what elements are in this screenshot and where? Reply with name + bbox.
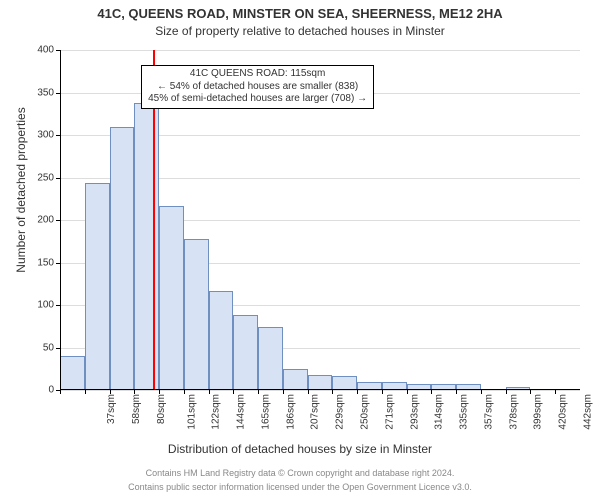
x-tick-label: 122sqm bbox=[211, 394, 222, 430]
x-tick-label: 250sqm bbox=[360, 394, 371, 430]
x-tick-mark bbox=[407, 390, 408, 394]
annotation-line-0: 41C QUEENS ROAD: 115sqm bbox=[148, 68, 367, 81]
x-tick-label: 442sqm bbox=[582, 394, 593, 430]
x-tick-mark bbox=[382, 390, 383, 394]
x-tick-mark bbox=[506, 390, 507, 394]
x-tick-label: 399sqm bbox=[533, 394, 544, 430]
x-tick-mark bbox=[110, 390, 111, 394]
y-tick-label: 100 bbox=[37, 300, 60, 311]
x-tick-label: 357sqm bbox=[483, 394, 494, 430]
x-tick-label: 207sqm bbox=[310, 394, 321, 430]
y-tick-label: 250 bbox=[37, 172, 60, 183]
gridline bbox=[60, 50, 580, 51]
x-tick-label: 101sqm bbox=[186, 394, 197, 430]
x-tick-mark bbox=[357, 390, 358, 394]
x-tick-mark bbox=[209, 390, 210, 394]
x-tick-mark bbox=[530, 390, 531, 394]
histogram-bar bbox=[85, 183, 110, 390]
x-tick-mark bbox=[159, 390, 160, 394]
plot-area: 05010015020025030035040037sqm58sqm80sqm1… bbox=[60, 50, 580, 390]
x-tick-label: 58sqm bbox=[131, 394, 142, 424]
x-tick-mark bbox=[332, 390, 333, 394]
x-tick-label: 335sqm bbox=[459, 394, 470, 430]
y-tick-label: 150 bbox=[37, 257, 60, 268]
chart-root: 41C, QUEENS ROAD, MINSTER ON SEA, SHEERN… bbox=[0, 0, 600, 500]
annotation-line-1: ← 54% of detached houses are smaller (83… bbox=[148, 81, 367, 94]
page-title: 41C, QUEENS ROAD, MINSTER ON SEA, SHEERN… bbox=[0, 6, 600, 21]
annotation-box: 41C QUEENS ROAD: 115sqm← 54% of detached… bbox=[141, 65, 374, 109]
y-axis bbox=[60, 50, 61, 390]
histogram-bar bbox=[233, 315, 258, 390]
footer-line-2: Contains public sector information licen… bbox=[0, 482, 600, 492]
y-axis-label: Number of detached properties bbox=[14, 50, 28, 330]
x-tick-mark bbox=[481, 390, 482, 394]
x-tick-mark bbox=[60, 390, 61, 394]
x-tick-label: 186sqm bbox=[285, 394, 296, 430]
x-tick-mark bbox=[456, 390, 457, 394]
x-tick-mark bbox=[308, 390, 309, 394]
x-axis bbox=[60, 389, 580, 390]
x-tick-mark bbox=[283, 390, 284, 394]
histogram-bar bbox=[332, 376, 357, 390]
x-tick-label: 420sqm bbox=[558, 394, 569, 430]
histogram-bar bbox=[60, 356, 85, 390]
x-tick-label: 37sqm bbox=[106, 394, 117, 424]
x-tick-label: 378sqm bbox=[508, 394, 519, 430]
y-tick-label: 50 bbox=[43, 342, 60, 353]
x-tick-mark bbox=[184, 390, 185, 394]
y-tick-label: 0 bbox=[48, 385, 60, 396]
histogram-bar bbox=[209, 291, 234, 390]
y-tick-label: 200 bbox=[37, 215, 60, 226]
histogram-bar bbox=[184, 239, 209, 390]
x-tick-mark bbox=[431, 390, 432, 394]
histogram-bar bbox=[134, 103, 159, 390]
y-tick-label: 350 bbox=[37, 87, 60, 98]
x-axis-label: Distribution of detached houses by size … bbox=[0, 442, 600, 456]
y-tick-label: 300 bbox=[37, 130, 60, 141]
x-tick-label: 144sqm bbox=[236, 394, 247, 430]
histogram-bar bbox=[159, 206, 184, 390]
histogram-bar bbox=[110, 127, 135, 391]
page-subtitle: Size of property relative to detached ho… bbox=[0, 24, 600, 38]
x-tick-label: 271sqm bbox=[384, 394, 395, 430]
x-tick-label: 80sqm bbox=[156, 394, 167, 424]
histogram-bar bbox=[258, 327, 283, 390]
histogram-bar bbox=[283, 369, 308, 390]
x-tick-mark bbox=[233, 390, 234, 394]
histogram-bar bbox=[308, 375, 333, 390]
x-tick-label: 229sqm bbox=[335, 394, 346, 430]
x-tick-mark bbox=[85, 390, 86, 394]
x-tick-label: 293sqm bbox=[409, 394, 420, 430]
x-tick-label: 314sqm bbox=[434, 394, 445, 430]
x-tick-label: 165sqm bbox=[261, 394, 272, 430]
x-tick-mark bbox=[555, 390, 556, 394]
x-tick-mark bbox=[134, 390, 135, 394]
gridline bbox=[60, 390, 580, 391]
annotation-line-2: 45% of semi-detached houses are larger (… bbox=[148, 93, 367, 106]
x-tick-mark bbox=[258, 390, 259, 394]
footer-line-1: Contains HM Land Registry data © Crown c… bbox=[0, 468, 600, 478]
y-tick-label: 400 bbox=[37, 45, 60, 56]
